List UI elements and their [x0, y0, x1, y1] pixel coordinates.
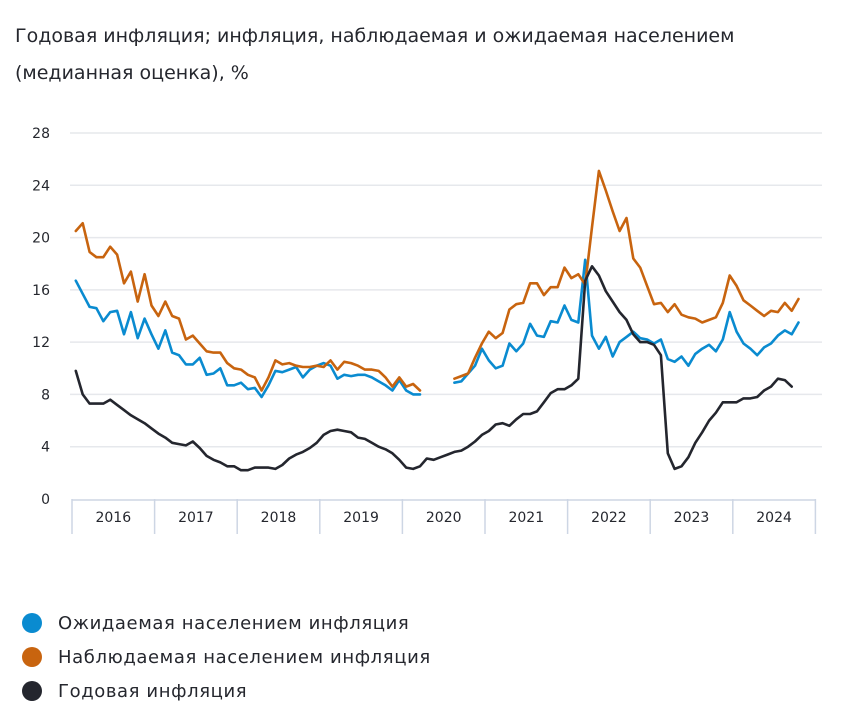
y-tick-label: 20 [32, 231, 50, 247]
y-tick-label: 16 [32, 283, 50, 299]
x-tick-label: 2016 [95, 510, 131, 526]
series-line-observed [74, 169, 800, 392]
x-tick-label: 2024 [756, 510, 792, 526]
legend-label: Ожидаемая населением инфляция [58, 612, 410, 634]
y-tick-label: 8 [41, 387, 50, 403]
legend-item-observed[interactable]: Наблюдаемая населением инфляция [22, 640, 431, 674]
legend-marker-icon [22, 613, 42, 633]
series-line-expected [74, 258, 800, 399]
y-tick-label: 12 [32, 335, 50, 351]
x-tick-label: 2019 [343, 510, 379, 526]
chart-title: Годовая инфляция; инфляция, наблюдаемая … [15, 25, 735, 84]
y-tick-label: 28 [32, 126, 50, 142]
x-tick-label: 2021 [508, 510, 544, 526]
legend-label: Годовая инфляция [58, 680, 248, 702]
x-tick-label: 2023 [674, 510, 710, 526]
legend-marker-icon [22, 647, 42, 667]
x-tick-label: 2017 [178, 510, 214, 526]
legend: Ожидаемая населением инфляция Наблюдаема… [22, 606, 431, 708]
legend-item-annual[interactable]: Годовая инфляция [22, 674, 431, 708]
y-tick-label: 4 [41, 440, 50, 456]
legend-marker-icon [22, 681, 42, 701]
series-line-annual [74, 265, 793, 472]
legend-item-expected[interactable]: Ожидаемая населением инфляция [22, 606, 431, 640]
x-tick-label: 2022 [591, 510, 627, 526]
legend-label: Наблюдаемая населением инфляция [58, 646, 431, 668]
y-tick-label: 24 [32, 178, 50, 194]
x-tick-label: 2020 [426, 510, 462, 526]
y-tick-label: 0 [41, 492, 50, 508]
x-tick-label: 2018 [261, 510, 297, 526]
